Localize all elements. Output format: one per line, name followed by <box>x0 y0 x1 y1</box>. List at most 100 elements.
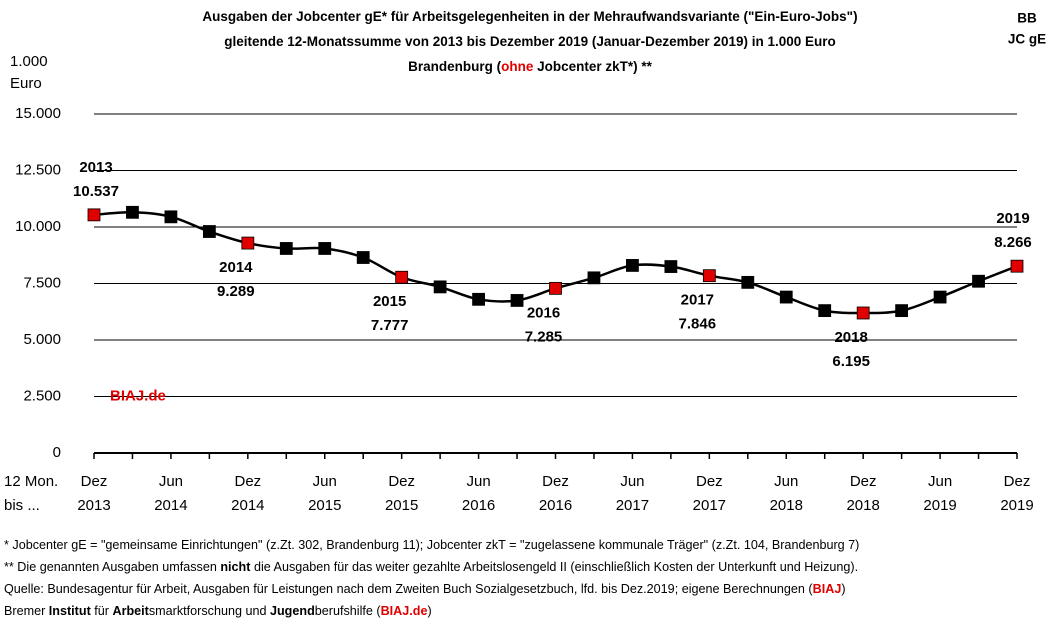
text-segment: Arbeit <box>112 604 149 618</box>
value-label: 7.285 <box>525 328 563 345</box>
marker <box>202 225 216 238</box>
annotation: 2019 <box>996 210 1029 227</box>
annotation: 2016 <box>527 304 560 321</box>
marker <box>472 292 485 306</box>
marker <box>87 208 101 222</box>
chart-title: gleitende 12-Monatssumme von 2013 bis De… <box>224 34 836 49</box>
marker <box>741 275 755 289</box>
text-segment: die Ausgaben für das weiter gezahlte Arb… <box>250 560 858 574</box>
text-segment: gleitende 12-Monatssumme von 2013 bis De… <box>224 34 836 49</box>
corner-label: BB <box>1017 11 1037 26</box>
text-segment: ** Die genannten Ausgaben umfassen <box>4 560 220 574</box>
y-tick-label: 15.000 <box>15 105 61 122</box>
marker <box>779 290 793 304</box>
footnote: Quelle: Bundesagentur für Arbeit, Ausgab… <box>4 582 846 596</box>
annotation: 2014 <box>219 259 253 276</box>
x-tick-label-line: 2014 <box>154 497 187 514</box>
text-segment: Bremer <box>4 604 49 618</box>
x-tick-label-line: Dez <box>81 473 108 490</box>
y-tick-label: 0 <box>53 444 61 461</box>
footnote: Bremer Institut für Arbeitsmarktforschun… <box>4 604 432 618</box>
x-tick-label: Dez 2014 <box>231 473 264 514</box>
text-segment: ) <box>841 582 845 596</box>
x-tick-label-line: 2017 <box>693 497 726 514</box>
marker <box>164 210 178 224</box>
marker <box>241 236 255 250</box>
x-tick-label-line: Dez <box>234 473 261 490</box>
x-tick-label: Jun 2018 <box>770 473 803 514</box>
text-segment: Brandenburg ( <box>408 59 502 74</box>
x-tick-label-line: 2019 <box>1000 497 1033 514</box>
x-tick-label: Dez 2016 <box>539 473 572 514</box>
marker <box>933 290 947 304</box>
x-tick-label-line: Dez <box>388 473 415 490</box>
marker <box>818 304 832 318</box>
x-tick-label-line: 2018 <box>770 497 803 514</box>
x-tick-label: Dez 2013 <box>77 473 110 514</box>
text-segment: smarktforschung und <box>149 604 270 618</box>
marker <box>664 260 678 273</box>
marker <box>510 294 524 307</box>
text-segment: nicht <box>220 560 251 574</box>
x-tick-label-line: 2015 <box>308 497 341 514</box>
value-label: 9.289 <box>217 283 255 300</box>
marker <box>702 269 716 283</box>
x-tick-label-line: Jun <box>774 473 798 490</box>
x-tick-label-line: Jun <box>620 473 644 490</box>
text-segment: für <box>91 604 113 618</box>
x-tick-label-line: 2018 <box>846 497 879 514</box>
x-tick-label-line: 2014 <box>231 497 264 514</box>
x-tick-label-line: 2013 <box>77 497 110 514</box>
text-segment: ohne <box>501 59 534 74</box>
x-tick-label-line: Jun <box>928 473 952 490</box>
x-tick-label: Jun 2019 <box>923 473 956 514</box>
marker <box>1010 259 1024 273</box>
x-tick-label: Dez 2019 <box>1000 473 1033 514</box>
annotation: 2015 <box>373 293 406 310</box>
corner-label: JC gE <box>1008 32 1046 47</box>
marker <box>279 242 293 255</box>
x-tick-label-line: Dez <box>1004 473 1031 490</box>
value-label: 6.195 <box>832 353 870 370</box>
x-tick-label-line: Jun <box>313 473 337 490</box>
value-label: 10.537 <box>73 183 119 200</box>
marker <box>587 271 601 285</box>
marker <box>318 242 332 255</box>
marker <box>395 270 409 284</box>
x-tick-label-line: 2015 <box>385 497 418 514</box>
y-tick-label: 7.500 <box>23 274 61 291</box>
y-tick-label: 12.500 <box>15 161 61 178</box>
marker <box>126 205 139 219</box>
footnote: ** Die genannten Ausgaben umfassen nicht… <box>4 560 858 574</box>
x-axis-title: bis ... <box>4 497 40 514</box>
marker <box>972 274 985 288</box>
chart-title: Ausgaben der Jobcenter gE* für Arbeitsge… <box>202 9 857 24</box>
text-segment: Jobcenter zkT*) ** <box>533 59 652 74</box>
x-tick-label-line: Dez <box>542 473 569 490</box>
text-segment: BIAJ.de <box>381 604 428 618</box>
chart-title: Brandenburg (ohne Jobcenter zkT*) ** <box>408 59 653 74</box>
value-label: 7.846 <box>679 316 717 333</box>
text-segment: Institut <box>49 604 92 618</box>
x-tick-label: Dez 2018 <box>846 473 879 514</box>
marker <box>433 280 447 294</box>
x-tick-label: Dez 2017 <box>693 473 726 514</box>
x-tick-label: Jun 2016 <box>462 473 495 514</box>
x-tick-label-line: 2019 <box>923 497 956 514</box>
annotation: 2018 <box>834 329 867 346</box>
y-tick-label: 5.000 <box>23 331 61 348</box>
text-segment: BIAJ <box>813 582 842 596</box>
text-segment: Jugend <box>270 604 315 618</box>
text-segment: ) <box>427 604 431 618</box>
marker <box>356 251 370 264</box>
x-tick-label: Jun 2014 <box>154 473 187 514</box>
x-tick-label-line: 2016 <box>539 497 572 514</box>
value-label: 7.777 <box>371 317 409 334</box>
marker <box>626 259 639 272</box>
marker <box>895 304 909 318</box>
x-tick-label-line: Jun <box>159 473 183 490</box>
x-axis-title: 12 Mon. <box>4 473 58 490</box>
text-segment: Quelle: Bundesagentur für Arbeit, Ausgab… <box>4 582 813 596</box>
y-tick-label: 2.500 <box>23 387 61 404</box>
